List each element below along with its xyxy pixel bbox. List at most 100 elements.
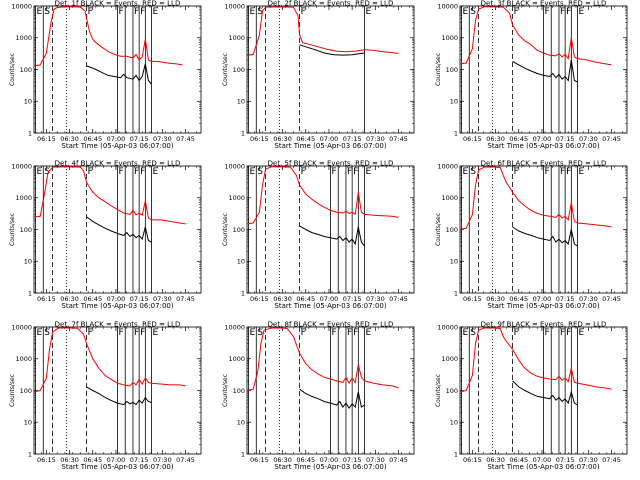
x-tick-label: 07:30 [579, 135, 598, 143]
detector-panel: Det. 2f BLACK = Events, RED = LLD 1 10 100 1… [222, 0, 415, 150]
x-tick-label: 06:30 [486, 456, 505, 464]
panel-title: Det. 2f BLACK = Events, RED = LLD [268, 0, 394, 8]
series-events-line [512, 226, 578, 247]
event-marker-label: E [366, 167, 372, 177]
x-tick-label: 07:00 [320, 295, 339, 303]
event-marker-label: F [134, 167, 139, 177]
event-marker-label: E [366, 7, 372, 17]
event-marker-label: F [88, 167, 93, 177]
y-axis-label: Counts/sec [435, 213, 442, 246]
y-tick-label: 1000 [228, 34, 245, 42]
series-events-line [86, 63, 152, 85]
y-axis-label: Counts/sec [222, 53, 229, 86]
x-tick-label: 06:45 [83, 456, 102, 464]
event-marker-label: F [545, 167, 550, 177]
y-axis-label: Counts/sec [222, 213, 229, 246]
panel-title: Det. 4f BLACK = Events, RED = LLD [55, 160, 181, 168]
y-tick-label: 10 [237, 258, 245, 266]
x-tick-label: 07:00 [320, 135, 339, 143]
x-tick-label: 06:15 [250, 135, 269, 143]
event-marker-label: E [463, 7, 469, 17]
series-group [460, 327, 612, 406]
y-tick-label: 1 [28, 129, 32, 137]
event-marker-label: S [44, 7, 50, 17]
event-marker-label: E [37, 167, 43, 177]
x-tick-label: 07:45 [389, 135, 408, 143]
series-group [460, 6, 612, 83]
panel-title: Det. 7f BLACK = Events, RED = LLD [55, 321, 181, 329]
x-tick-label: 07:30 [153, 295, 172, 303]
x-tick-label: 06:30 [60, 295, 79, 303]
x-tick-label: 06:15 [463, 456, 482, 464]
x-tick-label: 07:45 [176, 456, 195, 464]
y-tick-label: 10000 [437, 162, 458, 170]
series-lld-line [460, 166, 612, 230]
x-tick-label: 07:30 [579, 456, 598, 464]
x-tick-label: 07:45 [176, 295, 195, 303]
event-marker-label: F [347, 328, 352, 338]
event-marker-label: F [332, 328, 337, 338]
event-marker-label: F [566, 167, 571, 177]
x-tick-label: 07:00 [107, 135, 126, 143]
y-tick-label: 1000 [15, 355, 32, 363]
y-tick-label: 1000 [441, 34, 458, 42]
y-tick-label: 1 [28, 289, 32, 297]
y-tick-label: 10000 [437, 2, 458, 10]
y-axis-label: Counts/sec [9, 53, 16, 86]
event-marker-label: F [332, 167, 337, 177]
panel-title: Det. 9f BLACK = Events, RED = LLD [481, 321, 607, 329]
series-group [34, 327, 186, 406]
x-tick-label: 06:45 [296, 135, 315, 143]
y-tick-label: 1 [454, 289, 458, 297]
x-tick-label: 07:00 [533, 456, 552, 464]
y-tick-label: 100 [446, 66, 458, 74]
series-events-line [86, 386, 152, 406]
detector-panel: Det. 8f BLACK = Events, RED = LLD 1 10 100 1… [222, 321, 415, 471]
y-axis-label: Counts/sec [435, 53, 442, 86]
y-tick-label: 10 [450, 419, 458, 427]
event-marker-label: S [470, 167, 476, 177]
event-marker-label: S [257, 7, 263, 17]
y-tick-label: 10 [24, 419, 32, 427]
event-marker-label: F [353, 167, 358, 177]
panel-title: Det. 6f BLACK = Events, RED = LLD [481, 160, 607, 168]
y-tick-label: 1 [241, 289, 245, 297]
series-group [34, 6, 183, 85]
x-axis-label: Start Time (05-Apr-03 06:07:00) [487, 142, 599, 150]
x-tick-label: 07:00 [533, 135, 552, 143]
y-tick-label: 10000 [11, 2, 32, 10]
series-group [247, 166, 399, 247]
x-tick-label: 07:45 [602, 135, 621, 143]
series-events-line [512, 380, 578, 406]
y-tick-label: 100 [233, 387, 245, 395]
event-marker-label: F [514, 7, 519, 17]
y-tick-label: 10000 [11, 323, 32, 331]
event-marker-label: F [119, 328, 124, 338]
event-marker-label: F [566, 328, 571, 338]
event-marker-label: E [579, 328, 585, 338]
event-marker-label: S [44, 328, 50, 338]
y-axis-label: Counts/sec [222, 374, 229, 407]
event-marker-label: E [579, 7, 585, 17]
x-tick-label: 07:30 [366, 456, 385, 464]
x-tick-label: 07:15 [343, 456, 362, 464]
series-events-line [299, 44, 365, 56]
event-marker-label: E [37, 7, 43, 17]
series-lld-line [247, 6, 399, 56]
y-tick-label: 1 [28, 450, 32, 458]
x-tick-label: 07:45 [602, 456, 621, 464]
panel-title: Det. 5f BLACK = Events, RED = LLD [268, 160, 394, 168]
event-marker-label: F [140, 328, 145, 338]
event-marker-label: F [560, 7, 565, 17]
series-group [460, 166, 612, 247]
x-tick-label: 07:30 [579, 295, 598, 303]
event-marker-label: F [353, 328, 358, 338]
x-axis-label: Start Time (05-Apr-03 06:07:00) [487, 463, 599, 471]
x-tick-label: 06:45 [296, 295, 315, 303]
x-tick-label: 07:15 [130, 456, 149, 464]
x-axis-label: Start Time (05-Apr-03 06:07:00) [61, 142, 173, 150]
event-marker-label: F [88, 7, 93, 17]
y-tick-label: 10 [450, 98, 458, 106]
x-tick-label: 07:00 [107, 456, 126, 464]
